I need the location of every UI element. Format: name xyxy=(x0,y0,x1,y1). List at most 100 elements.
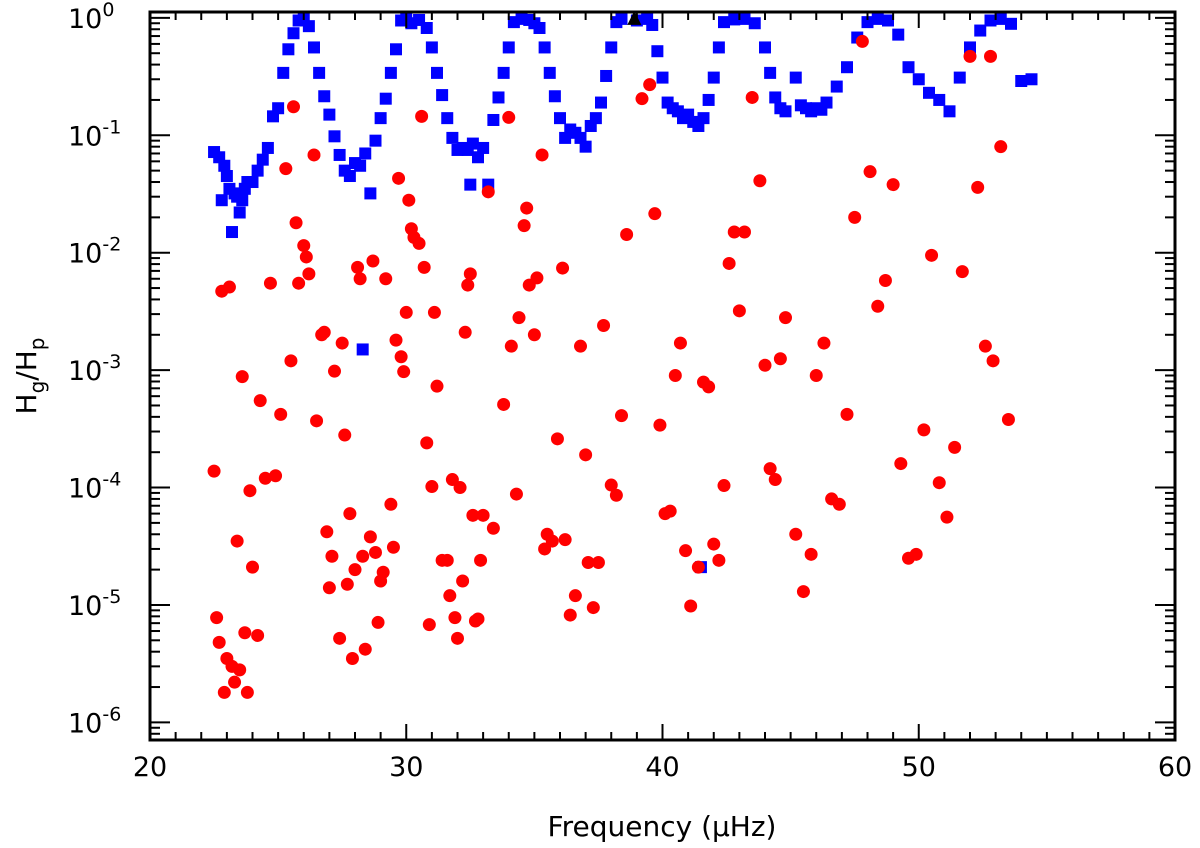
data-point-circle xyxy=(240,685,254,699)
data-point-square xyxy=(472,151,484,164)
data-point-circle xyxy=(545,534,559,548)
data-point-square xyxy=(226,226,238,239)
data-point-circle xyxy=(415,109,429,123)
data-point-circle xyxy=(520,201,534,215)
data-point-square xyxy=(323,108,336,121)
data-point-circle xyxy=(284,354,298,368)
data-point-circle xyxy=(445,473,459,487)
data-point-circle xyxy=(886,178,900,192)
data-point-circle xyxy=(871,299,885,313)
data-point-square xyxy=(384,66,397,79)
data-point-circle xyxy=(230,534,244,548)
data-point-square xyxy=(328,130,341,143)
data-point-square xyxy=(902,61,915,74)
data-point-circle xyxy=(940,510,954,524)
data-point-square xyxy=(984,14,997,27)
data-point-square xyxy=(994,12,1007,25)
data-point-circle xyxy=(212,635,226,649)
data-point-circle xyxy=(509,487,523,501)
data-point-square xyxy=(379,92,392,105)
data-point-circle xyxy=(497,397,511,411)
data-point-square xyxy=(251,164,264,177)
data-point-circle xyxy=(486,521,500,535)
data-point-circle xyxy=(848,210,862,224)
data-point-square xyxy=(759,41,771,54)
data-point-square xyxy=(431,66,443,79)
data-point-square xyxy=(538,41,551,54)
data-point-square xyxy=(820,96,833,109)
data-point-circle xyxy=(353,272,367,286)
data-point-circle xyxy=(963,49,977,63)
plot-frame xyxy=(148,10,1177,742)
data-point-square xyxy=(769,91,782,104)
y-tick-label: 10-6 xyxy=(68,703,121,739)
data-point-square xyxy=(764,66,777,79)
axis-ticks xyxy=(149,12,1176,740)
data-point-square xyxy=(712,41,725,54)
data-point-circle xyxy=(463,267,477,281)
data-point-circle xyxy=(789,527,803,541)
data-point-square xyxy=(446,131,459,144)
data-point-circle xyxy=(517,219,531,233)
data-point-circle xyxy=(394,350,408,364)
data-point-circle xyxy=(679,544,693,558)
data-point-circle xyxy=(422,618,436,632)
data-point-circle xyxy=(297,239,311,253)
data-point-circle xyxy=(773,352,787,366)
data-point-square xyxy=(697,112,710,125)
data-point-circle xyxy=(425,480,439,494)
data-point-square xyxy=(605,41,618,54)
data-point-circle xyxy=(279,162,293,176)
data-point-circle xyxy=(274,407,288,421)
data-point-circle xyxy=(863,165,877,179)
data-point-circle xyxy=(574,339,587,353)
data-point-circle xyxy=(684,599,698,613)
data-point-square xyxy=(374,112,387,125)
data-point-circle xyxy=(648,207,662,221)
data-point-circle xyxy=(366,254,380,268)
data-point-square xyxy=(502,41,515,54)
data-point-circle xyxy=(427,305,441,319)
data-point-square xyxy=(779,105,792,118)
data-point-square xyxy=(830,80,843,93)
data-point-square xyxy=(579,140,592,153)
data-point-circle xyxy=(1001,412,1015,426)
data-point-circle xyxy=(550,432,564,446)
data-point-circle xyxy=(289,216,303,230)
data-point-circle xyxy=(732,304,746,318)
data-point-circle xyxy=(399,305,413,319)
data-point-circle xyxy=(817,336,831,350)
data-point-circle xyxy=(430,379,444,393)
data-point-square xyxy=(861,16,874,29)
y-tick-label: 10-5 xyxy=(68,586,121,622)
data-point-square xyxy=(246,176,259,189)
data-point-circle xyxy=(563,608,577,622)
data-point-square xyxy=(656,71,669,84)
data-point-circle xyxy=(310,414,324,428)
data-point-circle xyxy=(440,553,454,567)
data-point-circle xyxy=(948,440,962,454)
data-point-circle xyxy=(717,479,731,493)
data-point-square xyxy=(882,14,894,27)
data-point-circle xyxy=(363,530,377,544)
data-point-circle xyxy=(358,642,372,656)
data-point-circle xyxy=(855,34,869,48)
data-point-circle xyxy=(325,549,339,563)
data-point-square xyxy=(515,12,528,25)
data-point-circle xyxy=(322,581,336,595)
data-point-square xyxy=(728,13,741,26)
data-point-circle xyxy=(763,462,777,476)
data-point-square xyxy=(218,159,231,172)
data-point-square xyxy=(464,178,477,191)
x-tick-label: 40 xyxy=(645,752,679,783)
data-point-circle xyxy=(228,675,242,689)
data-point-square xyxy=(892,28,905,41)
data-point-circle xyxy=(556,261,570,275)
data-point-circle xyxy=(392,171,406,185)
data-point-circle xyxy=(691,560,705,574)
data-point-circle xyxy=(299,250,313,264)
data-point-square xyxy=(789,71,802,84)
y-tick-labels: 10-6 10-5 10-4 10-3 10-2 10-1 100 xyxy=(68,0,121,739)
data-point-circle xyxy=(338,428,352,442)
